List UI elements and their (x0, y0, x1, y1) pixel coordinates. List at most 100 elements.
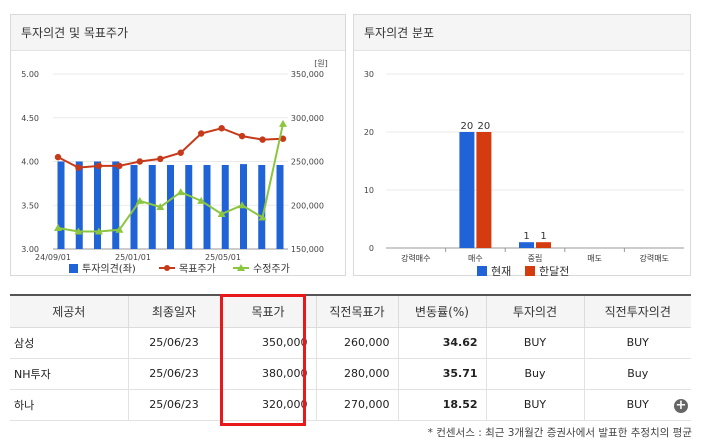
y-right-tick-label: 150,000 (291, 245, 324, 254)
legend-swatch-month-ago (525, 266, 535, 276)
header-last-date: 최종일자 (127, 294, 221, 328)
cell-date: 25/06/23 (127, 388, 221, 421)
x-category-label: 강력매수 (401, 253, 430, 263)
opinion-bar (94, 161, 101, 249)
cell-prev-opinion: BUY (583, 388, 691, 421)
y-tick-label: 20 (364, 128, 374, 137)
opinion-bar (203, 165, 211, 249)
distribution-bar (536, 242, 551, 248)
x-tick-label: 24/09/01 (35, 253, 71, 262)
distribution-bar (459, 132, 475, 248)
header-prev-target-price: 직전목표가 (315, 294, 399, 328)
cell-prev-opinion: BUY (583, 326, 691, 359)
cell-prev-target: 280,000 (315, 357, 399, 390)
opinion-target-panel: 투자의견 및 목표주가 5.00 4.50 4.00 3.50 3.00 350,000 3… (10, 14, 346, 276)
target-price-point (75, 164, 82, 171)
y-right-tick-label: 200,000 (291, 201, 324, 210)
panel-title-opinion-target: 투자의견 및 목표주가 (11, 15, 345, 51)
legend-swatch-opinion (69, 264, 78, 273)
legend-label-price: 수정주가 (253, 263, 290, 275)
target-price-point (238, 132, 246, 140)
target-price-point (54, 153, 62, 161)
adjusted-price-point (279, 119, 287, 127)
y-right-tick-label: 300,000 (291, 114, 324, 123)
cell-provider: 하나 (10, 388, 129, 421)
x-tick-label: 25/05/01 (205, 253, 241, 262)
target-price-point (116, 162, 123, 170)
target-price-point (218, 125, 225, 132)
opinion-target-chart: 5.00 4.50 4.00 3.50 3.00 350,000 300,000 250,00… (21, 59, 328, 275)
cell-change: 18.52 (397, 388, 487, 421)
target-price-point (136, 158, 144, 165)
legend-marker-target (164, 265, 170, 271)
adjusted-price-point (197, 196, 206, 204)
header-opinion: 투자의견 (485, 294, 585, 328)
opinion-distribution-panel: 투자의견 분포 30 20 10 0 강력매수 매수 20 20 중립 1 1 매도 강력매도 현재 한달전 (353, 14, 691, 276)
cell-prev-opinion: Buy (583, 357, 691, 390)
cell-target: 350,000 (219, 326, 317, 359)
x-category-label: 강력매도 (639, 253, 668, 263)
target-price-point (95, 162, 103, 170)
adjusted-price-point (176, 188, 185, 196)
opinion-bar (148, 165, 156, 249)
table-row: 삼성 25/06/23 350,000 260,000 34.62 BUY BU… (10, 326, 691, 359)
cell-target: 380,000 (219, 357, 317, 390)
header-change-rate: 변동률(%) (397, 294, 487, 328)
bar-value-label: 20 (461, 121, 474, 132)
x-tick-label: 25/01/01 (115, 253, 151, 262)
y-right-unit-label: [원] (314, 59, 328, 68)
cell-opinion: Buy (485, 357, 585, 390)
y-tick-label: 10 (364, 186, 374, 195)
adjusted-price-point (94, 227, 103, 235)
opinion-bar (221, 165, 229, 249)
plus-circle-icon[interactable]: + (674, 398, 688, 413)
cell-opinion: BUY (485, 326, 585, 359)
legend-label-current: 현재 (491, 265, 511, 276)
x-category-label: 매도 (587, 254, 602, 263)
opinion-bar (75, 161, 83, 249)
target-price-point (177, 149, 184, 156)
adjusted-price-point (156, 203, 165, 210)
legend-marker-price (237, 264, 245, 271)
cell-opinion: BUY (485, 388, 585, 421)
distribution-bar (519, 242, 534, 248)
footnote: * 컨센서스 : 최근 3개월간 증권사에서 발표한 추정치의 평균 (427, 427, 692, 439)
adjusted-price-point (54, 224, 62, 231)
target-price-point (157, 155, 164, 163)
opinion-bar (167, 165, 174, 249)
adjusted-price-point (115, 225, 124, 233)
cell-date: 25/06/23 (127, 326, 221, 359)
cell-prev-target: 260,000 (315, 326, 399, 359)
y-left-tick-label: 3.50 (21, 201, 39, 210)
adjusted-price-point (135, 196, 144, 204)
cell-change: 34.62 (397, 326, 487, 359)
opinion-bar (112, 161, 120, 249)
target-price-line (57, 127, 284, 169)
x-category-label: 매수 (468, 254, 483, 263)
table-header-row: 제공처 최종일자 목표가 직전목표가 변동률(%) 투자의견 직전투자의견 (10, 294, 691, 328)
y-tick-label: 0 (369, 244, 374, 253)
legend-label-opinion: 투자의견(좌) (82, 263, 136, 275)
target-price-point (279, 135, 287, 142)
adjusted-price-point (238, 201, 247, 209)
bar-value-label: 20 (478, 121, 491, 132)
table-row: NH투자 25/06/23 380,000 280,000 35.71 Buy … (10, 357, 691, 390)
table-row: 하나 25/06/23 320,000 270,000 18.52 BUY BU… (10, 388, 691, 421)
y-left-tick-label: 5.00 (21, 70, 39, 79)
cell-date: 25/06/23 (127, 357, 221, 390)
y-left-tick-label: 3.00 (21, 245, 39, 254)
cell-prev-target: 270,000 (315, 388, 399, 421)
y-left-tick-label: 4.00 (21, 158, 39, 167)
header-provider: 제공처 (10, 294, 129, 328)
legend-swatch-current (477, 266, 487, 276)
opinion-bar (185, 165, 193, 249)
cell-provider: NH투자 (10, 357, 129, 390)
opinion-bar (276, 165, 284, 249)
cell-change: 35.71 (397, 357, 487, 390)
panel-title-opinion-distribution: 투자의견 분포 (354, 15, 690, 51)
cell-provider: 삼성 (10, 326, 129, 359)
x-category-label: 중립 (528, 254, 543, 263)
y-tick-label: 30 (364, 70, 374, 79)
legend-label-month-ago: 한달전 (539, 265, 569, 276)
